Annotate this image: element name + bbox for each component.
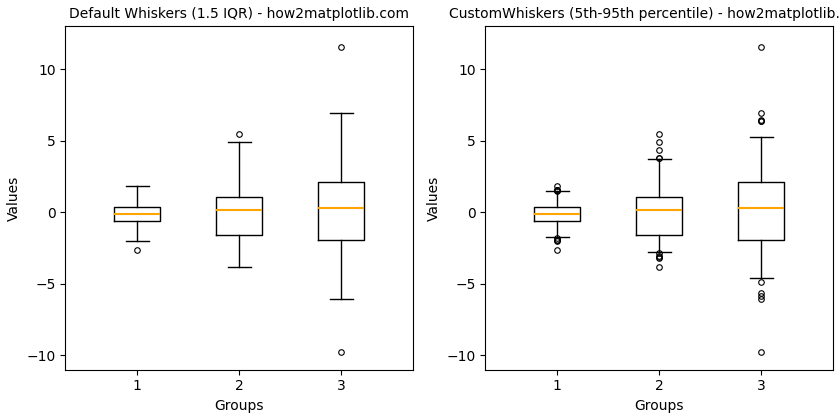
X-axis label: Groups: Groups: [214, 399, 264, 413]
Title: Default Whiskers (1.5 IQR) - how2matplotlib.com: Default Whiskers (1.5 IQR) - how2matplot…: [69, 7, 409, 21]
Y-axis label: Values: Values: [427, 176, 441, 221]
Title: CustomWhiskers (5th-95th percentile) - how2matplotlib.com: CustomWhiskers (5th-95th percentile) - h…: [449, 7, 840, 21]
X-axis label: Groups: Groups: [634, 399, 684, 413]
Y-axis label: Values: Values: [7, 176, 21, 221]
